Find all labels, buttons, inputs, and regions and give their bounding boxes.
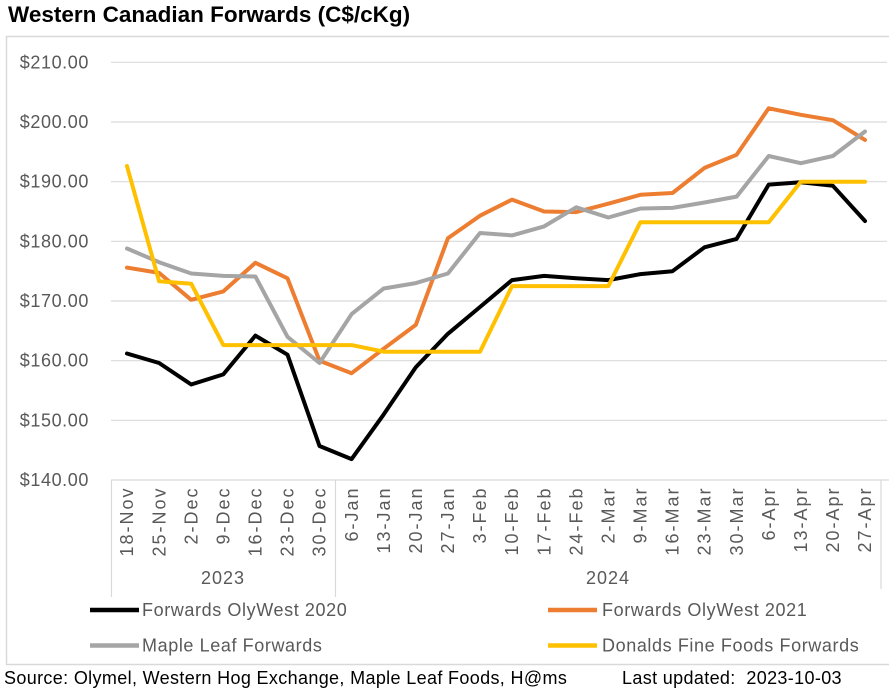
svg-text:$180.00: $180.00 [20, 231, 89, 251]
svg-text:23-Mar: 23-Mar [695, 487, 715, 556]
svg-text:20-Jan: 20-Jan [406, 487, 426, 554]
svg-text:$170.00: $170.00 [20, 291, 89, 311]
svg-text:20-Apr: 20-Apr [823, 487, 843, 553]
svg-text:Maple Leaf Forwards: Maple Leaf Forwards [142, 636, 322, 656]
svg-text:27-Apr: 27-Apr [855, 487, 875, 553]
svg-text:16-Dec: 16-Dec [246, 487, 266, 557]
svg-text:24-Feb: 24-Feb [566, 487, 586, 556]
svg-text:27-Jan: 27-Jan [438, 486, 458, 553]
svg-text:6-Jan: 6-Jan [342, 487, 362, 542]
svg-text:10-Feb: 10-Feb [502, 487, 522, 556]
svg-text:Forwards OlyWest 2020: Forwards OlyWest 2020 [142, 600, 347, 620]
svg-text:9-Dec: 9-Dec [214, 487, 234, 545]
svg-text:9-Mar: 9-Mar [631, 487, 651, 544]
svg-text:2023: 2023 [201, 568, 245, 588]
svg-text:$200.00: $200.00 [20, 112, 89, 132]
svg-text:Forwards OlyWest 2021: Forwards OlyWest 2021 [602, 600, 807, 620]
svg-text:13-Jan: 13-Jan [374, 487, 394, 554]
svg-text:2-Dec: 2-Dec [181, 487, 201, 545]
svg-text:6-Apr: 6-Apr [759, 487, 779, 541]
svg-text:30-Dec: 30-Dec [310, 487, 330, 557]
svg-text:13-Apr: 13-Apr [791, 487, 811, 553]
svg-text:$150.00: $150.00 [20, 410, 89, 430]
svg-text:16-Mar: 16-Mar [663, 487, 683, 556]
svg-text:2024: 2024 [586, 568, 630, 588]
svg-text:$210.00: $210.00 [20, 52, 89, 72]
svg-text:2-Mar: 2-Mar [599, 487, 619, 544]
svg-text:$160.00: $160.00 [20, 351, 89, 371]
svg-text:18-Nov: 18-Nov [117, 487, 137, 557]
svg-text:25-Nov: 25-Nov [149, 487, 169, 557]
svg-text:$190.00: $190.00 [20, 172, 89, 192]
svg-text:$140.00: $140.00 [20, 470, 89, 490]
svg-text:30-Mar: 30-Mar [727, 487, 747, 556]
svg-text:Donalds Fine Foods Forwards: Donalds Fine Foods Forwards [602, 636, 859, 656]
svg-text:17-Feb: 17-Feb [534, 487, 554, 556]
svg-text:23-Dec: 23-Dec [278, 487, 298, 557]
svg-text:3-Feb: 3-Feb [470, 487, 490, 544]
